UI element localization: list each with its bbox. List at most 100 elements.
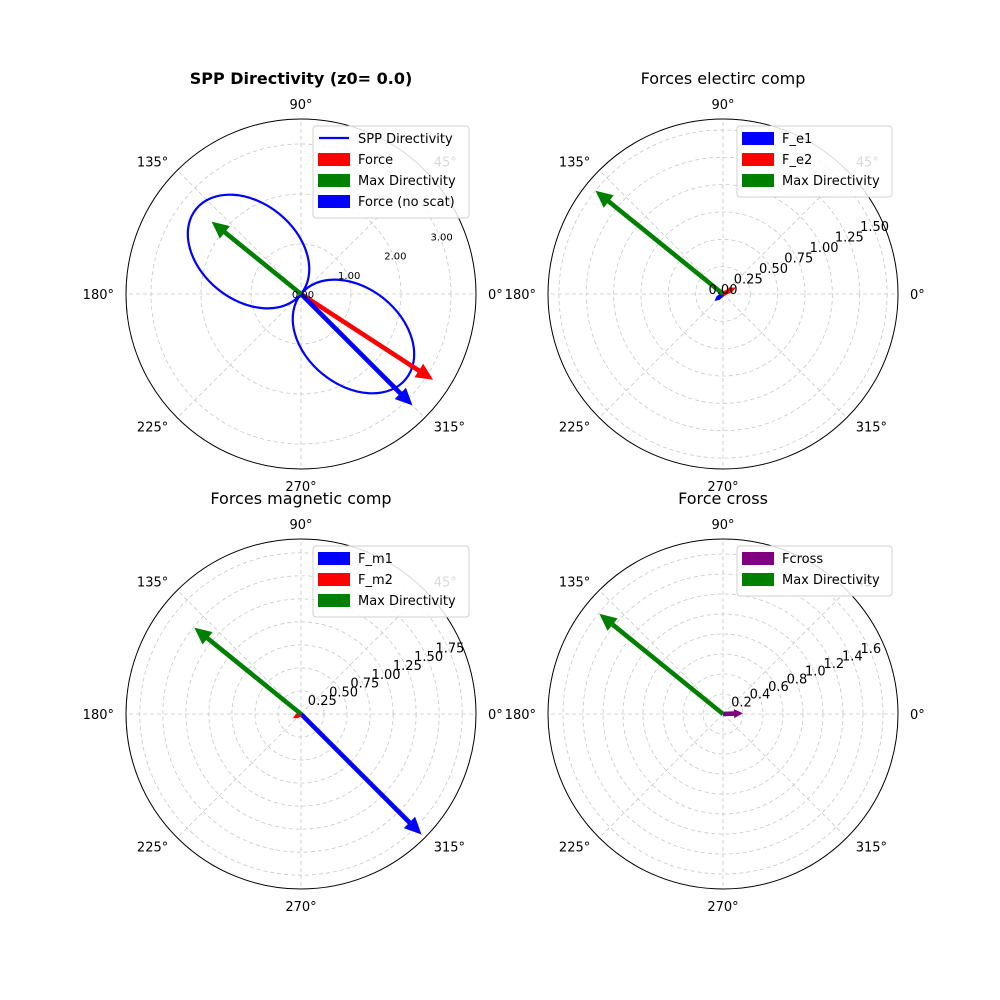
legend-label: Max Directivity	[782, 174, 880, 189]
angular-grid-line	[722, 713, 848, 839]
angle-tick-label: 225°	[137, 841, 168, 856]
angle-tick-label: 315°	[434, 421, 465, 436]
radial-tick-label: 3.00	[430, 233, 452, 244]
radial-tick-label: 1.75	[435, 641, 464, 656]
legend-label: F_m1	[358, 552, 393, 567]
radial-grid-circle	[702, 693, 744, 735]
angular-grid-line	[300, 169, 426, 295]
radial-tick-label: 0.75	[784, 252, 813, 267]
subplot-force-cross: Force cross 0°45°90°135°180°225°270°315°…	[505, 489, 925, 915]
angle-tick-label: 180°	[505, 288, 536, 303]
legend-label: F_e2	[782, 153, 812, 168]
angle-tick-label: 315°	[856, 841, 887, 856]
radial-tick-label: 1.6	[860, 642, 881, 657]
legend-box	[736, 125, 893, 198]
legend-swatch	[318, 153, 350, 166]
angle-tick-label: 225°	[559, 421, 590, 436]
legend-swatch	[318, 174, 350, 187]
angle-tick-label: 90°	[711, 98, 734, 113]
angle-tick-label: 315°	[434, 841, 465, 856]
radial-grid-circle	[682, 673, 764, 755]
radial-tick-label: 0.50	[759, 262, 788, 277]
angular-grid-line	[300, 589, 426, 715]
max-directivity-arrow	[595, 190, 725, 296]
legend-swatch	[318, 552, 350, 565]
polar-frame	[547, 538, 899, 890]
subplot-title: Forces magnetic comp	[210, 489, 391, 508]
angle-tick-label: 180°	[83, 708, 114, 723]
angle-tick-label: 180°	[505, 708, 536, 723]
polar-frame	[125, 538, 477, 890]
radial-grid-circle	[562, 553, 884, 875]
legend-label: Fcross	[782, 552, 823, 567]
radial-tick-label: 0.2	[731, 695, 752, 710]
angle-tick-label: 135°	[559, 155, 590, 170]
polar-frame	[125, 118, 477, 470]
angle-tick-label: 0°	[910, 708, 925, 723]
legend: Fcross Max Directivity	[736, 545, 893, 597]
angle-tick-label: 315°	[856, 421, 887, 436]
angular-grid-line	[176, 293, 302, 419]
radial-tick-label: 1.00	[810, 241, 839, 256]
radial-tick-label: 0.00	[709, 283, 738, 298]
angle-tick-label: 270°	[707, 480, 738, 495]
angle-tick-label: 270°	[285, 900, 316, 915]
radial-tick-label: 1.25	[835, 231, 864, 246]
radial-tick-label: 1.50	[860, 220, 889, 235]
radial-tick-label: 0.75	[350, 677, 379, 692]
angular-grid-line	[176, 169, 302, 295]
max-directivity-arrow	[599, 613, 725, 716]
subplot-title: SPP Directivity (z0= 0.0)	[190, 69, 413, 88]
legend-label: Max Directivity	[782, 573, 880, 588]
angle-tick-label: 270°	[285, 480, 316, 495]
angular-grid-line	[722, 169, 848, 295]
legend-label: F_e1	[782, 132, 812, 147]
radial-grid-circle	[231, 644, 371, 784]
force-arrow	[299, 292, 434, 380]
legend-swatch	[742, 153, 774, 166]
legend-label: Force	[358, 153, 393, 168]
legend-box	[736, 545, 893, 597]
radial-tick-label: 0.50	[329, 685, 358, 700]
radial-tick-label: 0.00	[292, 290, 314, 301]
legend-label: F_m2	[358, 573, 393, 588]
radial-tick-label: 1.00	[372, 668, 401, 683]
angle-tick-label: 90°	[289, 518, 312, 533]
radial-tick-label: 1.25	[393, 659, 422, 674]
legend-swatch	[318, 573, 350, 586]
angular-grid-line	[176, 589, 302, 715]
f-m1-arrow	[299, 712, 422, 835]
angular-grid-line	[598, 169, 724, 295]
angle-tick-label: 0°	[488, 288, 503, 303]
polar-frame	[547, 118, 899, 470]
radial-tick-label: 1.50	[414, 650, 443, 665]
angle-tick-label: 135°	[137, 155, 168, 170]
angular-grid-line	[598, 293, 724, 419]
radial-tick-label: 1.4	[842, 649, 863, 664]
angle-tick-label: 180°	[83, 288, 114, 303]
legend-swatch	[318, 195, 350, 208]
angular-grid-line	[598, 589, 724, 715]
legend-box	[312, 125, 470, 219]
legend-swatch	[318, 594, 350, 607]
legend-label: Max Directivity	[358, 594, 456, 609]
max-directivity-arrow	[194, 627, 303, 716]
angle-tick-label: 135°	[559, 575, 590, 590]
legend-swatch	[742, 552, 774, 565]
legend: F_m1 F_m2 Max Directivity	[312, 545, 470, 618]
legend: SPP Directivity Force Max Directivity Force…	[312, 125, 470, 219]
angle-tick-label: 135°	[137, 575, 168, 590]
subplot-title: Force cross	[678, 489, 768, 508]
legend-label: SPP Directivity	[358, 132, 453, 147]
angle-tick-label: 270°	[707, 900, 738, 915]
radial-tick-label: 1.00	[338, 271, 360, 282]
fcross-arrow	[722, 709, 743, 719]
angle-tick-label: 0°	[488, 708, 503, 723]
radial-grid-circle	[640, 211, 806, 377]
subplot-forces-electric: Forces electirc comp 0°45°90°135°180°225…	[505, 69, 925, 495]
radial-tick-label: 0.4	[750, 688, 771, 703]
f-e2-arrow	[722, 287, 736, 296]
radial-tick-label: 0.25	[734, 273, 763, 288]
legend: F_e1 F_e2 Max Directivity	[736, 125, 893, 198]
angle-tick-label: 225°	[559, 841, 590, 856]
